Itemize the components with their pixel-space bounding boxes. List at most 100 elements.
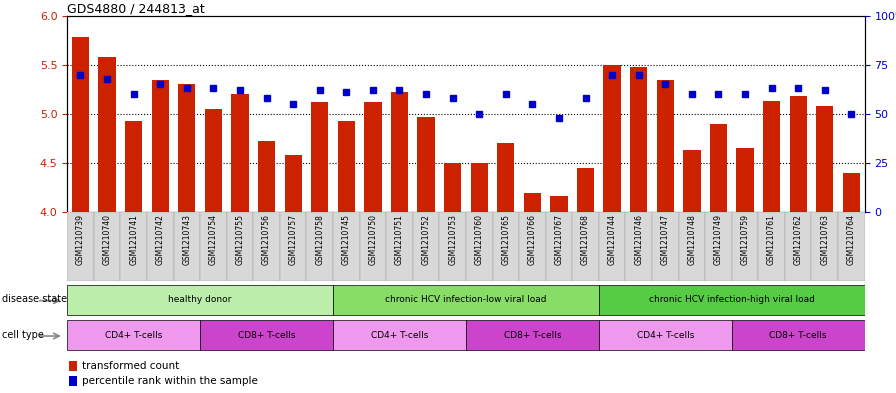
Bar [816,106,833,212]
Text: GSM1210756: GSM1210756 [262,214,271,265]
Bar [67,285,333,315]
Text: GSM1210768: GSM1210768 [581,214,590,265]
Bar [67,320,200,350]
Bar [843,173,860,212]
Bar [684,150,701,212]
Bar [732,212,758,281]
Bar [737,148,754,212]
Text: GSM1210755: GSM1210755 [236,214,245,265]
Bar [69,376,77,386]
Bar [705,212,732,281]
Text: GSM1210739: GSM1210739 [76,214,85,265]
Text: GSM1210748: GSM1210748 [687,214,696,265]
Text: GSM1210750: GSM1210750 [368,214,377,265]
Bar [599,320,732,350]
Text: GSM1210764: GSM1210764 [847,214,856,265]
Text: GSM1210767: GSM1210767 [555,214,564,265]
Text: GSM1210743: GSM1210743 [182,214,192,265]
Bar [205,109,222,212]
Text: GSM1210753: GSM1210753 [448,214,457,265]
Text: GSM1210757: GSM1210757 [289,214,297,265]
Bar [573,212,599,281]
Text: CD4+ T-cells: CD4+ T-cells [636,331,694,340]
Text: GSM1210766: GSM1210766 [528,214,537,265]
Bar [178,84,195,212]
Bar [174,212,200,281]
Text: GSM1210747: GSM1210747 [660,214,670,265]
Text: healthy donor: healthy donor [168,295,232,304]
Bar [258,141,275,212]
Bar [493,212,519,281]
Bar [599,212,625,281]
Bar [732,320,865,350]
Text: GSM1210763: GSM1210763 [820,214,830,265]
Bar [652,212,678,281]
Bar [418,117,435,212]
Bar [69,361,77,371]
Text: GDS4880 / 244813_at: GDS4880 / 244813_at [67,2,205,15]
Text: GSM1210760: GSM1210760 [475,214,484,265]
Text: GSM1210742: GSM1210742 [156,214,165,265]
Bar [758,212,785,281]
Bar [125,121,142,212]
Bar [812,212,838,281]
Text: GSM1210761: GSM1210761 [767,214,776,265]
Bar [67,212,94,281]
Bar [386,212,413,281]
Text: chronic HCV infection-low viral load: chronic HCV infection-low viral load [385,295,547,304]
Bar [678,212,705,281]
Bar [524,193,541,212]
Bar [280,212,306,281]
Bar [444,163,461,212]
Text: GSM1210745: GSM1210745 [341,214,351,265]
Bar [625,212,652,281]
Bar [120,212,147,281]
Text: GSM1210762: GSM1210762 [794,214,803,265]
Bar [200,212,227,281]
Text: percentile rank within the sample: percentile rank within the sample [82,376,257,386]
Bar [413,212,439,281]
Bar [285,155,302,212]
Bar [763,101,780,212]
Bar [311,102,328,212]
Text: GSM1210740: GSM1210740 [102,214,112,265]
Text: GSM1210752: GSM1210752 [421,214,431,265]
Bar [338,121,355,212]
Bar [519,212,546,281]
Bar [151,80,168,212]
Bar [470,163,487,212]
Text: cell type: cell type [2,330,44,340]
Text: GSM1210765: GSM1210765 [501,214,511,265]
Bar [200,320,333,350]
Bar [657,80,674,212]
Text: GSM1210749: GSM1210749 [714,214,723,265]
Bar [466,212,493,281]
Text: GSM1210744: GSM1210744 [607,214,616,265]
Bar [333,212,359,281]
Text: GSM1210751: GSM1210751 [395,214,404,265]
Bar [227,212,254,281]
Bar [72,37,89,212]
Bar [466,320,599,350]
Bar [333,285,599,315]
Bar [599,285,865,315]
Bar [306,212,333,281]
Text: disease state: disease state [2,294,67,305]
Text: GSM1210754: GSM1210754 [209,214,218,265]
Text: CD8+ T-cells: CD8+ T-cells [504,331,561,340]
Bar [231,94,248,212]
Text: CD8+ T-cells: CD8+ T-cells [770,331,827,340]
Text: CD4+ T-cells: CD4+ T-cells [371,331,428,340]
Text: GSM1210759: GSM1210759 [740,214,750,265]
Bar [391,92,408,212]
Bar [546,212,573,281]
Bar [365,102,382,212]
Bar [99,57,116,212]
Bar [333,320,466,350]
Bar [550,195,567,212]
Bar [497,143,514,212]
Text: GSM1210741: GSM1210741 [129,214,138,265]
Text: transformed count: transformed count [82,361,179,371]
Text: GSM1210746: GSM1210746 [634,214,643,265]
Bar [604,65,621,212]
